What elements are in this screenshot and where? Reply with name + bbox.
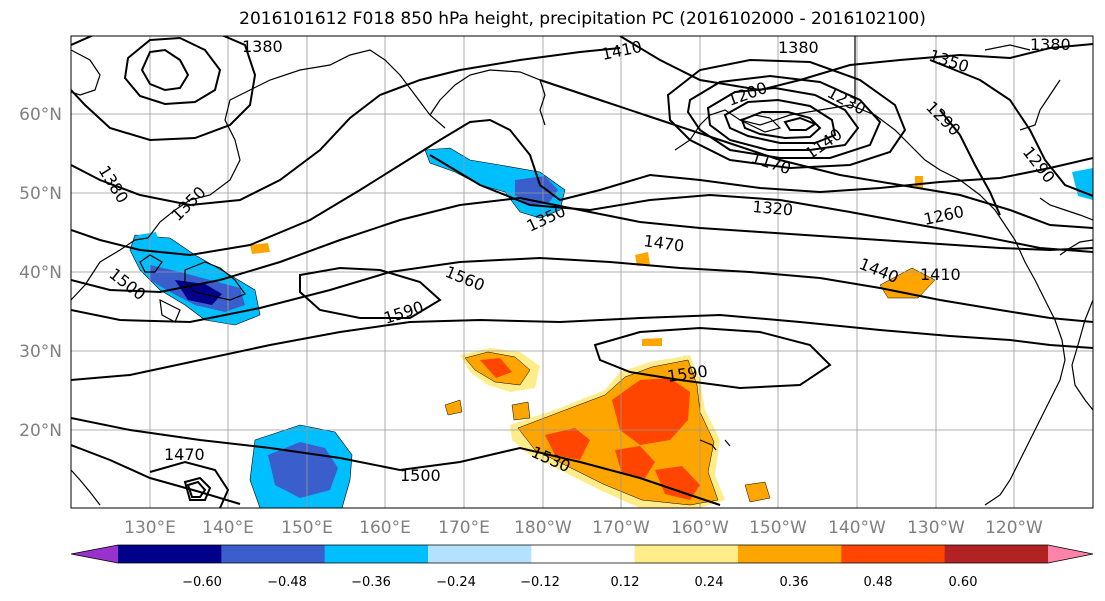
colorbar-segment (531, 545, 636, 563)
colorbar-outline (70, 544, 1094, 564)
map-title: 2016101612 F018 850 hPa height, precipit… (239, 9, 926, 29)
colorbar-extend-high (1048, 545, 1093, 563)
colorbar-tick: −0.60 (182, 575, 222, 590)
colorbar-segment (841, 545, 946, 563)
colorbar-segment (944, 545, 1049, 563)
colorbar-tick: 0.24 (695, 575, 724, 590)
colorbar-segment (324, 545, 429, 563)
contour-label: 1380 (1030, 35, 1071, 54)
lon-label: 140°E (202, 518, 254, 538)
height-contours (71, 36, 1093, 508)
lon-label: 150°E (281, 518, 333, 538)
colorbar-tick: 0.60 (949, 575, 978, 590)
precip-shading-positive (250, 176, 936, 508)
colorbar-segment (428, 545, 532, 563)
colorbar-tick: 0.36 (780, 575, 809, 590)
colorbar: −0.60 −0.48 −0.36 −0.24 −0.12 0.12 0.24 … (70, 544, 1094, 590)
latitude-labels: 60°N 50°N 40°N 30°N 20°N (19, 105, 62, 441)
lat-label-60n: 60°N (19, 105, 62, 125)
colorbar-segment (221, 545, 326, 563)
lon-label: 130°E (124, 518, 176, 538)
contour-label: 1410 (920, 265, 961, 284)
colorbar-tick: −0.12 (520, 575, 560, 590)
lon-label: 160°E (359, 518, 411, 538)
contour-label: 1470 (164, 445, 205, 464)
lon-label: 170°E (438, 518, 490, 538)
map-area (70, 35, 1094, 509)
colorbar-extend-low (71, 545, 118, 563)
colorbar-segment (738, 545, 842, 563)
longitude-labels: 130°E 140°E 150°E 160°E 170°E 180°W 170°… (124, 518, 1043, 538)
colorbar-ticks: −0.60 −0.48 −0.36 −0.24 −0.12 0.12 0.24 … (182, 575, 977, 590)
colorbar-segment (634, 545, 739, 563)
lat-label-20n: 20°N (19, 421, 62, 441)
contour-label: 1500 (400, 466, 441, 485)
contour-label: 1320 (752, 197, 794, 219)
colorbar-tick: −0.48 (267, 575, 307, 590)
lat-label-50n: 50°N (19, 184, 62, 204)
lon-label: 170°W (592, 518, 650, 538)
lon-label: 140°W (828, 518, 886, 538)
colorbar-tick: 0.12 (611, 575, 640, 590)
colorbar-tick: −0.24 (436, 575, 476, 590)
lat-label-30n: 30°N (19, 342, 62, 362)
contour-label: 1380 (242, 37, 283, 56)
lon-label: 180°W (514, 518, 572, 538)
colorbar-tick: −0.36 (351, 575, 391, 590)
lat-label-40n: 40°N (19, 263, 62, 283)
contour-label: 1380 (778, 38, 819, 57)
lon-label: 120°W (985, 518, 1043, 538)
lon-label: 160°W (671, 518, 729, 538)
colorbar-tick: 0.48 (864, 575, 893, 590)
lon-label: 130°W (907, 518, 965, 538)
colorbar-segments (70, 544, 1094, 564)
lon-label: 150°W (749, 518, 807, 538)
colorbar-segment (118, 545, 222, 563)
